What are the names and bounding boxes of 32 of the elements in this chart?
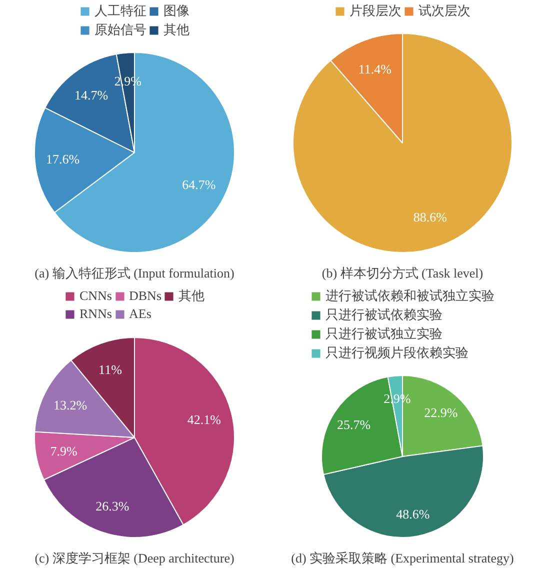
legend-label: 只进行被试依赖实验 xyxy=(326,306,442,324)
text: (d) 实验采取策略 (Experimental strategy) xyxy=(291,550,514,566)
data-label: 14.7% xyxy=(74,87,108,102)
text: (a) 输入特征形式 (Input formulation) xyxy=(34,266,234,280)
legend-label: 只进行视频片段依赖实验 xyxy=(326,344,468,362)
data-label: 17.6% xyxy=(46,151,80,166)
legend-label: 图像 xyxy=(164,2,190,20)
text: (b) 样本切分方式 (Task level) xyxy=(322,266,484,280)
legend-label: RNNs xyxy=(79,306,112,322)
data-label: 22.9% xyxy=(424,405,458,420)
data-label: 13.2% xyxy=(54,397,88,412)
data-label: 42.1% xyxy=(187,412,222,427)
legend-label: DBNs xyxy=(129,288,162,304)
legend-label: 进行被试依赖和被试独立实验 xyxy=(326,287,494,305)
legend-label: 试次层次 xyxy=(418,2,470,20)
text: (c) 深度学习框架 (Deep architecture) xyxy=(34,550,234,566)
legend-label: AEs xyxy=(129,306,152,322)
data-label: 25.7% xyxy=(337,416,371,432)
legend-label: 其他 xyxy=(164,21,190,39)
legend-label: 只进行被试独立实验 xyxy=(326,325,442,343)
data-label: 7.9% xyxy=(50,444,78,459)
legend-label: 人工特征 xyxy=(94,2,146,20)
data-label: 26.3% xyxy=(96,498,130,514)
legend-label: 其他 xyxy=(178,287,205,305)
legend-label: CNNs xyxy=(79,288,112,304)
data-label: 11.4% xyxy=(358,62,392,77)
legend-label: 原始信号 xyxy=(94,21,146,39)
legend-label: 片段层次 xyxy=(350,2,402,20)
data-label: 48.6% xyxy=(396,506,430,522)
data-label: 88.6% xyxy=(413,209,448,224)
data-label: 64.7% xyxy=(182,177,216,192)
data-label: 11% xyxy=(98,362,122,378)
